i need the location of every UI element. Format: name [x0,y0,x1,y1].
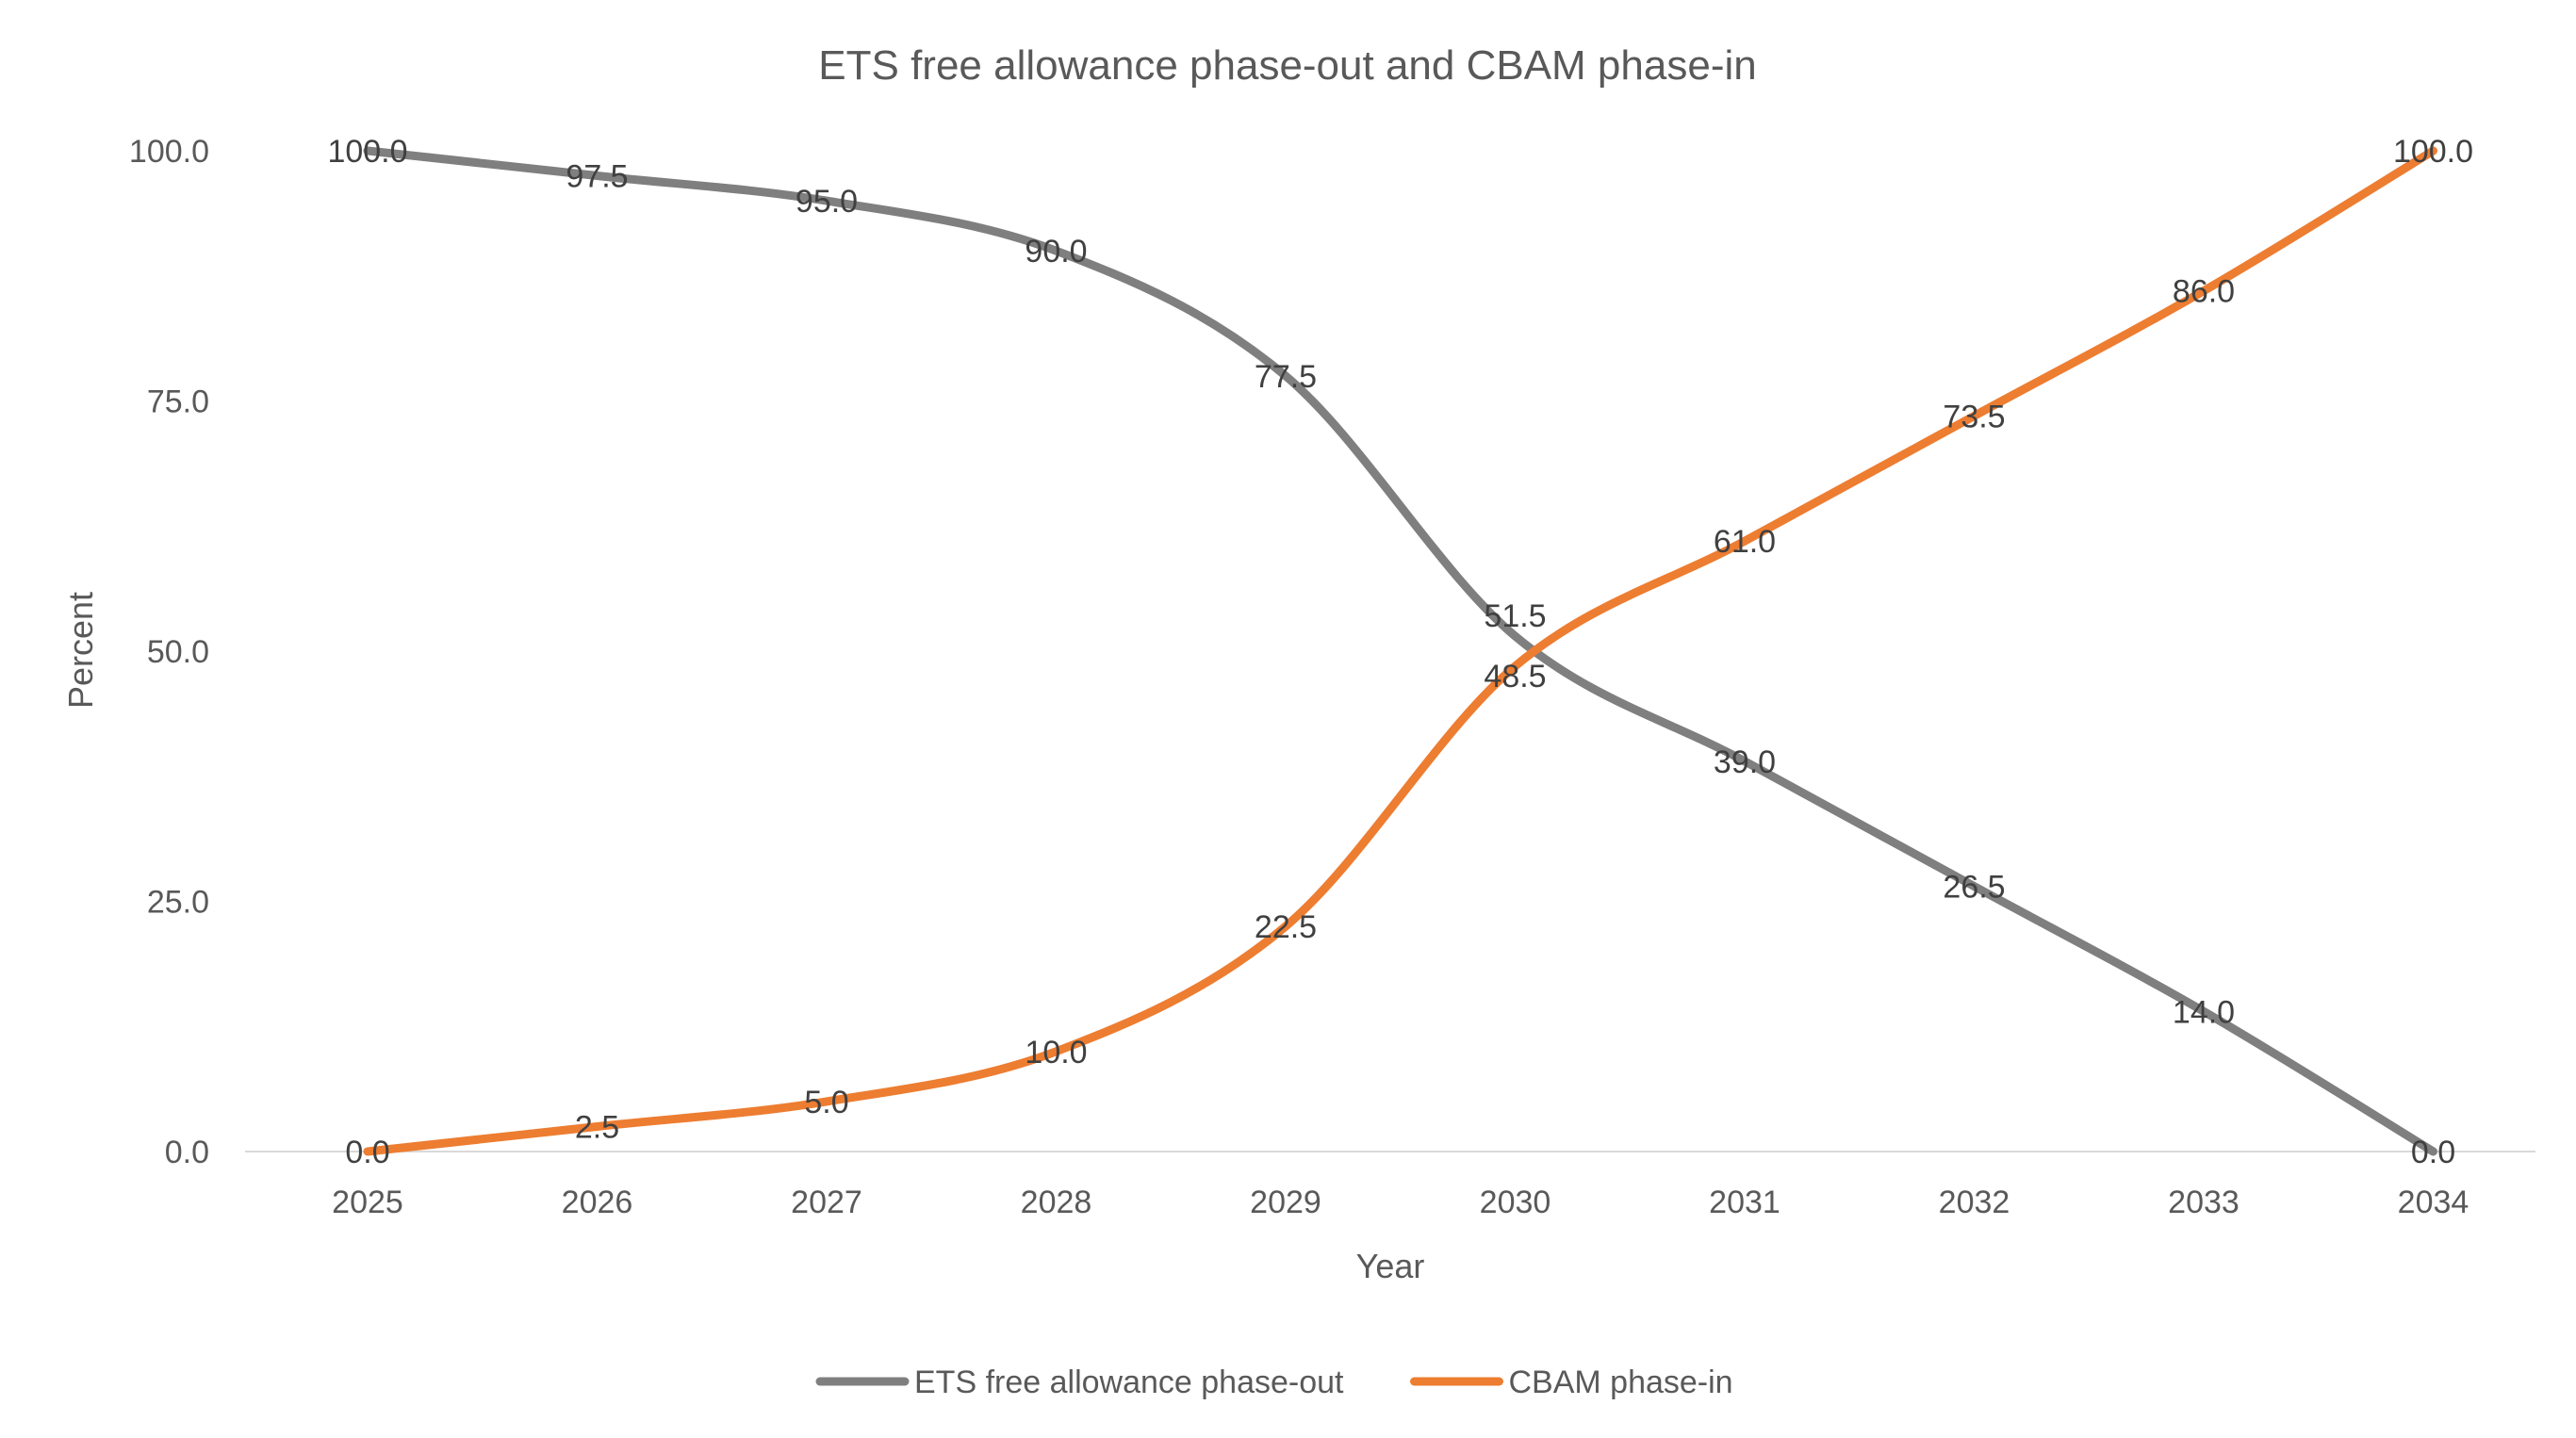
data-labels: 100.0 97.5 95.0 90.0 77.5 51.5 39.0 26.5 14.0 0.0… [327,134,2473,1170]
x-tick-label: 2031 [1709,1185,1780,1220]
chart-title: ETS free allowance phase-out and CBAM ph… [818,42,1756,89]
legend-label: CBAM phase-in [1508,1364,1732,1400]
legend-label: ETS free allowance phase-out [914,1364,1344,1400]
data-label: 26.5 [1943,870,2005,906]
x-tick-label: 2028 [1021,1185,1092,1220]
data-label: 73.5 [1943,399,2005,434]
y-tick-label: 50.0 [147,634,209,670]
data-label: 10.0 [1025,1035,1087,1070]
x-tick-label: 2032 [1939,1185,2010,1220]
x-tick-label: 2027 [791,1185,862,1220]
legend-item-ets[interactable]: ETS free allowance phase-out [815,1364,1344,1400]
y-tick-label: 25.0 [147,885,209,921]
data-label: 90.0 [1025,234,1087,270]
data-label: 61.0 [1714,524,1776,560]
data-label: 86.0 [2173,274,2235,310]
data-label: 100.0 [327,134,407,170]
legend[interactable]: ETS free allowance phase-out CBAM phase-i… [815,1364,1733,1400]
data-label: 95.0 [796,184,858,220]
x-axis-label: Year [1356,1247,1425,1285]
x-tick-label: 2029 [1250,1185,1321,1220]
data-label: 97.5 [566,159,628,195]
y-tick-labels: 0.0 25.0 50.0 75.0 100.0 [129,134,209,1170]
x-tick-label: 2034 [2398,1185,2469,1220]
data-label: 5.0 [804,1085,848,1120]
data-label: 39.0 [1714,744,1776,780]
x-tick-label: 2033 [2168,1185,2240,1220]
data-label: 22.5 [1255,909,1317,945]
series-lines [363,146,2437,1156]
series-line-cbam [363,146,2437,1156]
data-label: 100.0 [2393,134,2473,170]
data-label: 77.5 [1255,359,1317,395]
y-axis-label: Percent [61,592,100,709]
y-tick-label: 0.0 [165,1135,209,1170]
data-label: 14.0 [2173,994,2235,1030]
x-tick-label: 2030 [1480,1185,1551,1220]
x-tick-label: 2025 [332,1185,403,1220]
data-label: 0.0 [2411,1135,2455,1170]
series-line-ets [363,146,2437,1156]
legend-item-cbam[interactable]: CBAM phase-in [1409,1364,1733,1400]
data-label: 0.0 [345,1135,389,1170]
data-label: 51.5 [1484,598,1546,634]
y-tick-label: 100.0 [129,134,209,170]
data-label: 48.5 [1484,659,1546,694]
y-tick-label: 75.0 [147,384,209,420]
x-tick-label: 2026 [562,1185,633,1220]
data-label: 2.5 [575,1109,619,1145]
x-tick-labels: 2025 2026 2027 2028 2029 2030 2031 2032 2033 2034 [332,1185,2469,1220]
